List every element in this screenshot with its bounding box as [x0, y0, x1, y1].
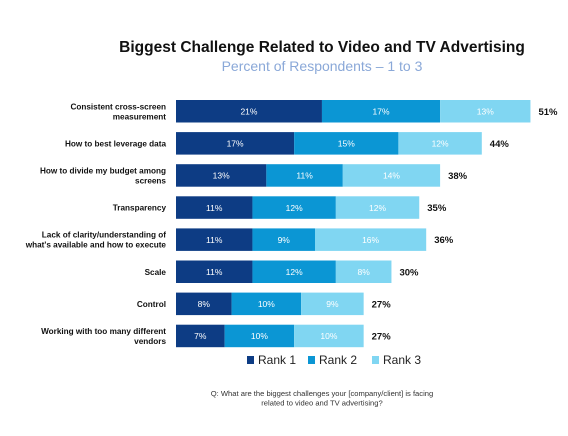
total-labels: 51% 44% 38% 35% 36% 30% 27% 27% — [372, 107, 558, 343]
legend-label: Rank 1 — [258, 353, 296, 367]
bar-segment-rank-2 — [224, 324, 295, 348]
data-label: 11% — [296, 171, 313, 181]
bar-segment-rank-3 — [440, 100, 531, 123]
category-label: How to best leverage data — [65, 139, 166, 148]
category-label: Control — [137, 300, 166, 309]
category-label: Working with too many different vendors — [41, 327, 166, 346]
data-label: 8% — [358, 267, 371, 277]
data-label: 9% — [326, 299, 339, 309]
data-label: 10% — [251, 331, 268, 341]
bar-segment-rank-1 — [176, 132, 295, 155]
footnote: Q: What are the biggest challenges your … — [211, 389, 433, 408]
category-labels: Consistent cross-screen measurement How to… — [25, 102, 167, 346]
bar-segment-rank-2 — [252, 196, 336, 219]
bar-segment-rank-1 — [176, 196, 253, 219]
data-label: 12% — [369, 203, 386, 213]
data-label: 12% — [432, 139, 449, 149]
data-label: 13% — [213, 171, 230, 181]
data-label: 10% — [258, 299, 275, 309]
legend-label: Rank 3 — [383, 353, 421, 367]
bar-segment-rank-1 — [176, 164, 267, 187]
total-label: 51% — [538, 107, 558, 118]
legend-swatch — [247, 356, 254, 364]
data-label: 14% — [383, 171, 400, 181]
bar-segment-rank-1 — [176, 324, 225, 348]
data-label: 13% — [477, 106, 494, 116]
bar-segment-rank-3 — [342, 164, 441, 187]
category-label: Consistent cross-screen measurement — [70, 102, 166, 121]
data-label: 15% — [338, 139, 355, 149]
bar-segment-rank-3 — [294, 324, 364, 348]
data-label: 11% — [206, 235, 223, 245]
bar-segment-rank-1 — [176, 100, 322, 123]
bars — [176, 100, 531, 348]
data-label: 8% — [198, 299, 211, 309]
category-label: Transparency — [113, 204, 167, 213]
bar-segment-rank-3 — [335, 260, 392, 283]
total-label: 27% — [372, 299, 392, 310]
total-label: 35% — [427, 203, 447, 214]
data-label: 12% — [286, 203, 303, 213]
bar-segment-rank-1 — [176, 260, 253, 283]
data-label: 16% — [362, 235, 379, 245]
total-label: 30% — [399, 267, 419, 278]
bar-segment-rank-2 — [294, 132, 399, 155]
data-label: 17% — [227, 139, 244, 149]
bar-segment-rank-2 — [252, 228, 315, 251]
bar-segment-rank-2 — [252, 260, 336, 283]
bar-segment-rank-3 — [335, 196, 420, 219]
data-label: 7% — [194, 331, 207, 341]
data-label: 11% — [206, 203, 223, 213]
bar-segment-rank-2 — [231, 292, 302, 316]
category-label: Scale — [145, 268, 167, 277]
footnote-line: related to video and TV advertising? — [261, 399, 382, 408]
data-label: 21% — [240, 106, 257, 116]
data-label: 11% — [206, 267, 223, 277]
total-label: 36% — [434, 235, 454, 246]
chart-title: Biggest Challenge Related to Video and T… — [119, 39, 525, 56]
category-label: How to divide my budget among screens — [40, 166, 166, 185]
bar-segment-rank-2 — [266, 164, 343, 187]
data-label: 10% — [320, 331, 337, 341]
data-label: 17% — [373, 106, 390, 116]
bar-segment-rank-1 — [176, 228, 253, 251]
legend-swatch — [372, 356, 379, 364]
data-label: 12% — [286, 267, 303, 277]
category-label: Lack of clarity/understanding of what's a… — [25, 231, 167, 250]
total-label: 27% — [372, 331, 392, 342]
total-label: 44% — [490, 139, 510, 150]
total-label: 38% — [448, 171, 468, 182]
data-label: 9% — [278, 235, 291, 245]
bar-segment-rank-1 — [176, 292, 232, 316]
legend: Rank 1 Rank 2 Rank 3 — [247, 353, 421, 367]
footnote-line: Q: What are the biggest challenges your … — [211, 389, 433, 398]
legend-swatch — [308, 356, 315, 364]
bar-segment-rank-2 — [321, 100, 441, 123]
bar-segment-rank-3 — [301, 292, 364, 316]
bar-segment-rank-3 — [398, 132, 482, 155]
bar-labels: 21% 17% 13% 17% 15% 12% 13% 11% 14% 11% 12% 12% 11% 9… — [194, 106, 494, 341]
legend-label: Rank 2 — [319, 353, 357, 367]
chart-subtitle: Percent of Respondents – 1 to 3 — [222, 58, 423, 74]
bar-segment-rank-3 — [315, 228, 427, 251]
